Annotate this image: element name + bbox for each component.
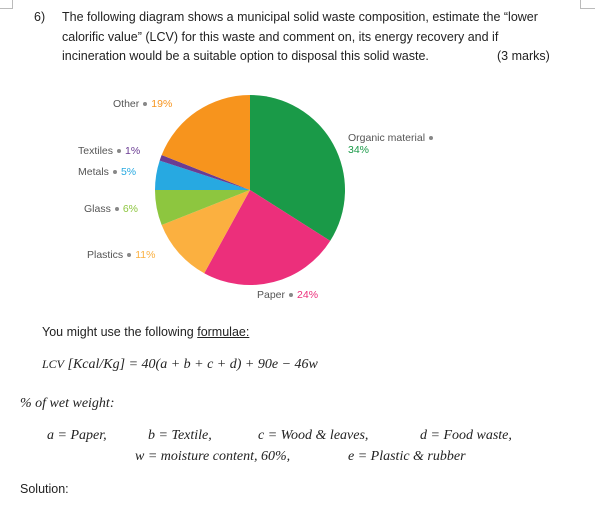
pie-label-dot — [429, 136, 434, 141]
pie-label-name: Plastics — [87, 249, 124, 261]
pie-label: Metals 5% — [78, 166, 136, 178]
definition: d = Food waste, — [420, 428, 512, 443]
pie-label-value: 19% — [151, 98, 173, 110]
formula-unit: [Kcal/Kg] — [67, 357, 126, 372]
pie-label-value: 5% — [120, 166, 137, 178]
pie-label-name: Metals — [78, 166, 109, 178]
pie-label: Plastics 11% — [87, 249, 155, 261]
formula: LCV [Kcal/Kg] = 40(a + b + c + d) + 90e … — [42, 357, 318, 373]
pie-label: Organic material34% — [348, 132, 438, 156]
definition: c = Wood & leaves, — [258, 428, 369, 443]
pie-label-dot — [112, 170, 117, 175]
pie-label-value: 6% — [122, 203, 139, 215]
pie-label-value: 24% — [297, 289, 319, 301]
formula-intro-link: formulae: — [197, 325, 250, 339]
corner-mark — [0, 0, 13, 9]
pie-label: Paper 24% — [257, 289, 318, 301]
definition: e = Plastic & rubber — [348, 449, 466, 464]
pie-chart — [155, 95, 346, 286]
formula-lhs: LCV — [42, 357, 65, 371]
pie-label-value: 11% — [135, 249, 156, 261]
pie-slice — [161, 95, 250, 190]
formula-rhs: = 40(a + b + c + d) + 90e − 46w — [128, 357, 318, 372]
pie-label-dot — [127, 253, 132, 258]
pie-slice — [250, 95, 346, 241]
pie-label: Other 19% — [113, 98, 172, 110]
pie-slice — [155, 190, 250, 225]
pie-label-name: Glass — [84, 203, 111, 215]
pie-slice — [161, 190, 250, 274]
formula-intro-text: You might use the following — [42, 325, 194, 339]
definition: w = moisture content, 60%, — [135, 449, 291, 464]
formula-intro: You might use the following formulae: — [42, 323, 249, 343]
pie-label-name: Textiles — [78, 145, 114, 157]
pie-label-dot — [289, 293, 294, 298]
pie-label-dot — [117, 149, 122, 154]
pie-slice — [155, 160, 250, 190]
pie-label-name: Organic material — [348, 132, 426, 144]
definitions-heading: % of wet weight: — [20, 396, 115, 411]
pie-label-value: 1% — [125, 145, 141, 157]
pie-label-name: Other — [113, 98, 140, 110]
pie-label-dot — [143, 102, 148, 107]
pie-label-dot — [114, 207, 119, 212]
pie-label: Glass 6% — [84, 203, 138, 215]
question-number: 6) — [34, 10, 46, 24]
definition: b = Textile, — [148, 428, 212, 443]
pie-slice — [159, 155, 250, 190]
corner-mark — [580, 0, 595, 9]
solution-label: Solution: — [20, 482, 69, 496]
pie-label-name: Paper — [257, 289, 286, 301]
question-text: The following diagram shows a municipal … — [62, 10, 538, 63]
pie-label: Textiles 1% — [78, 145, 140, 157]
question-marks: (3 marks) — [497, 49, 550, 63]
pie-slice — [204, 190, 331, 286]
pie-label-value: 34% — [348, 144, 370, 156]
definition: a = Paper, — [47, 428, 107, 443]
